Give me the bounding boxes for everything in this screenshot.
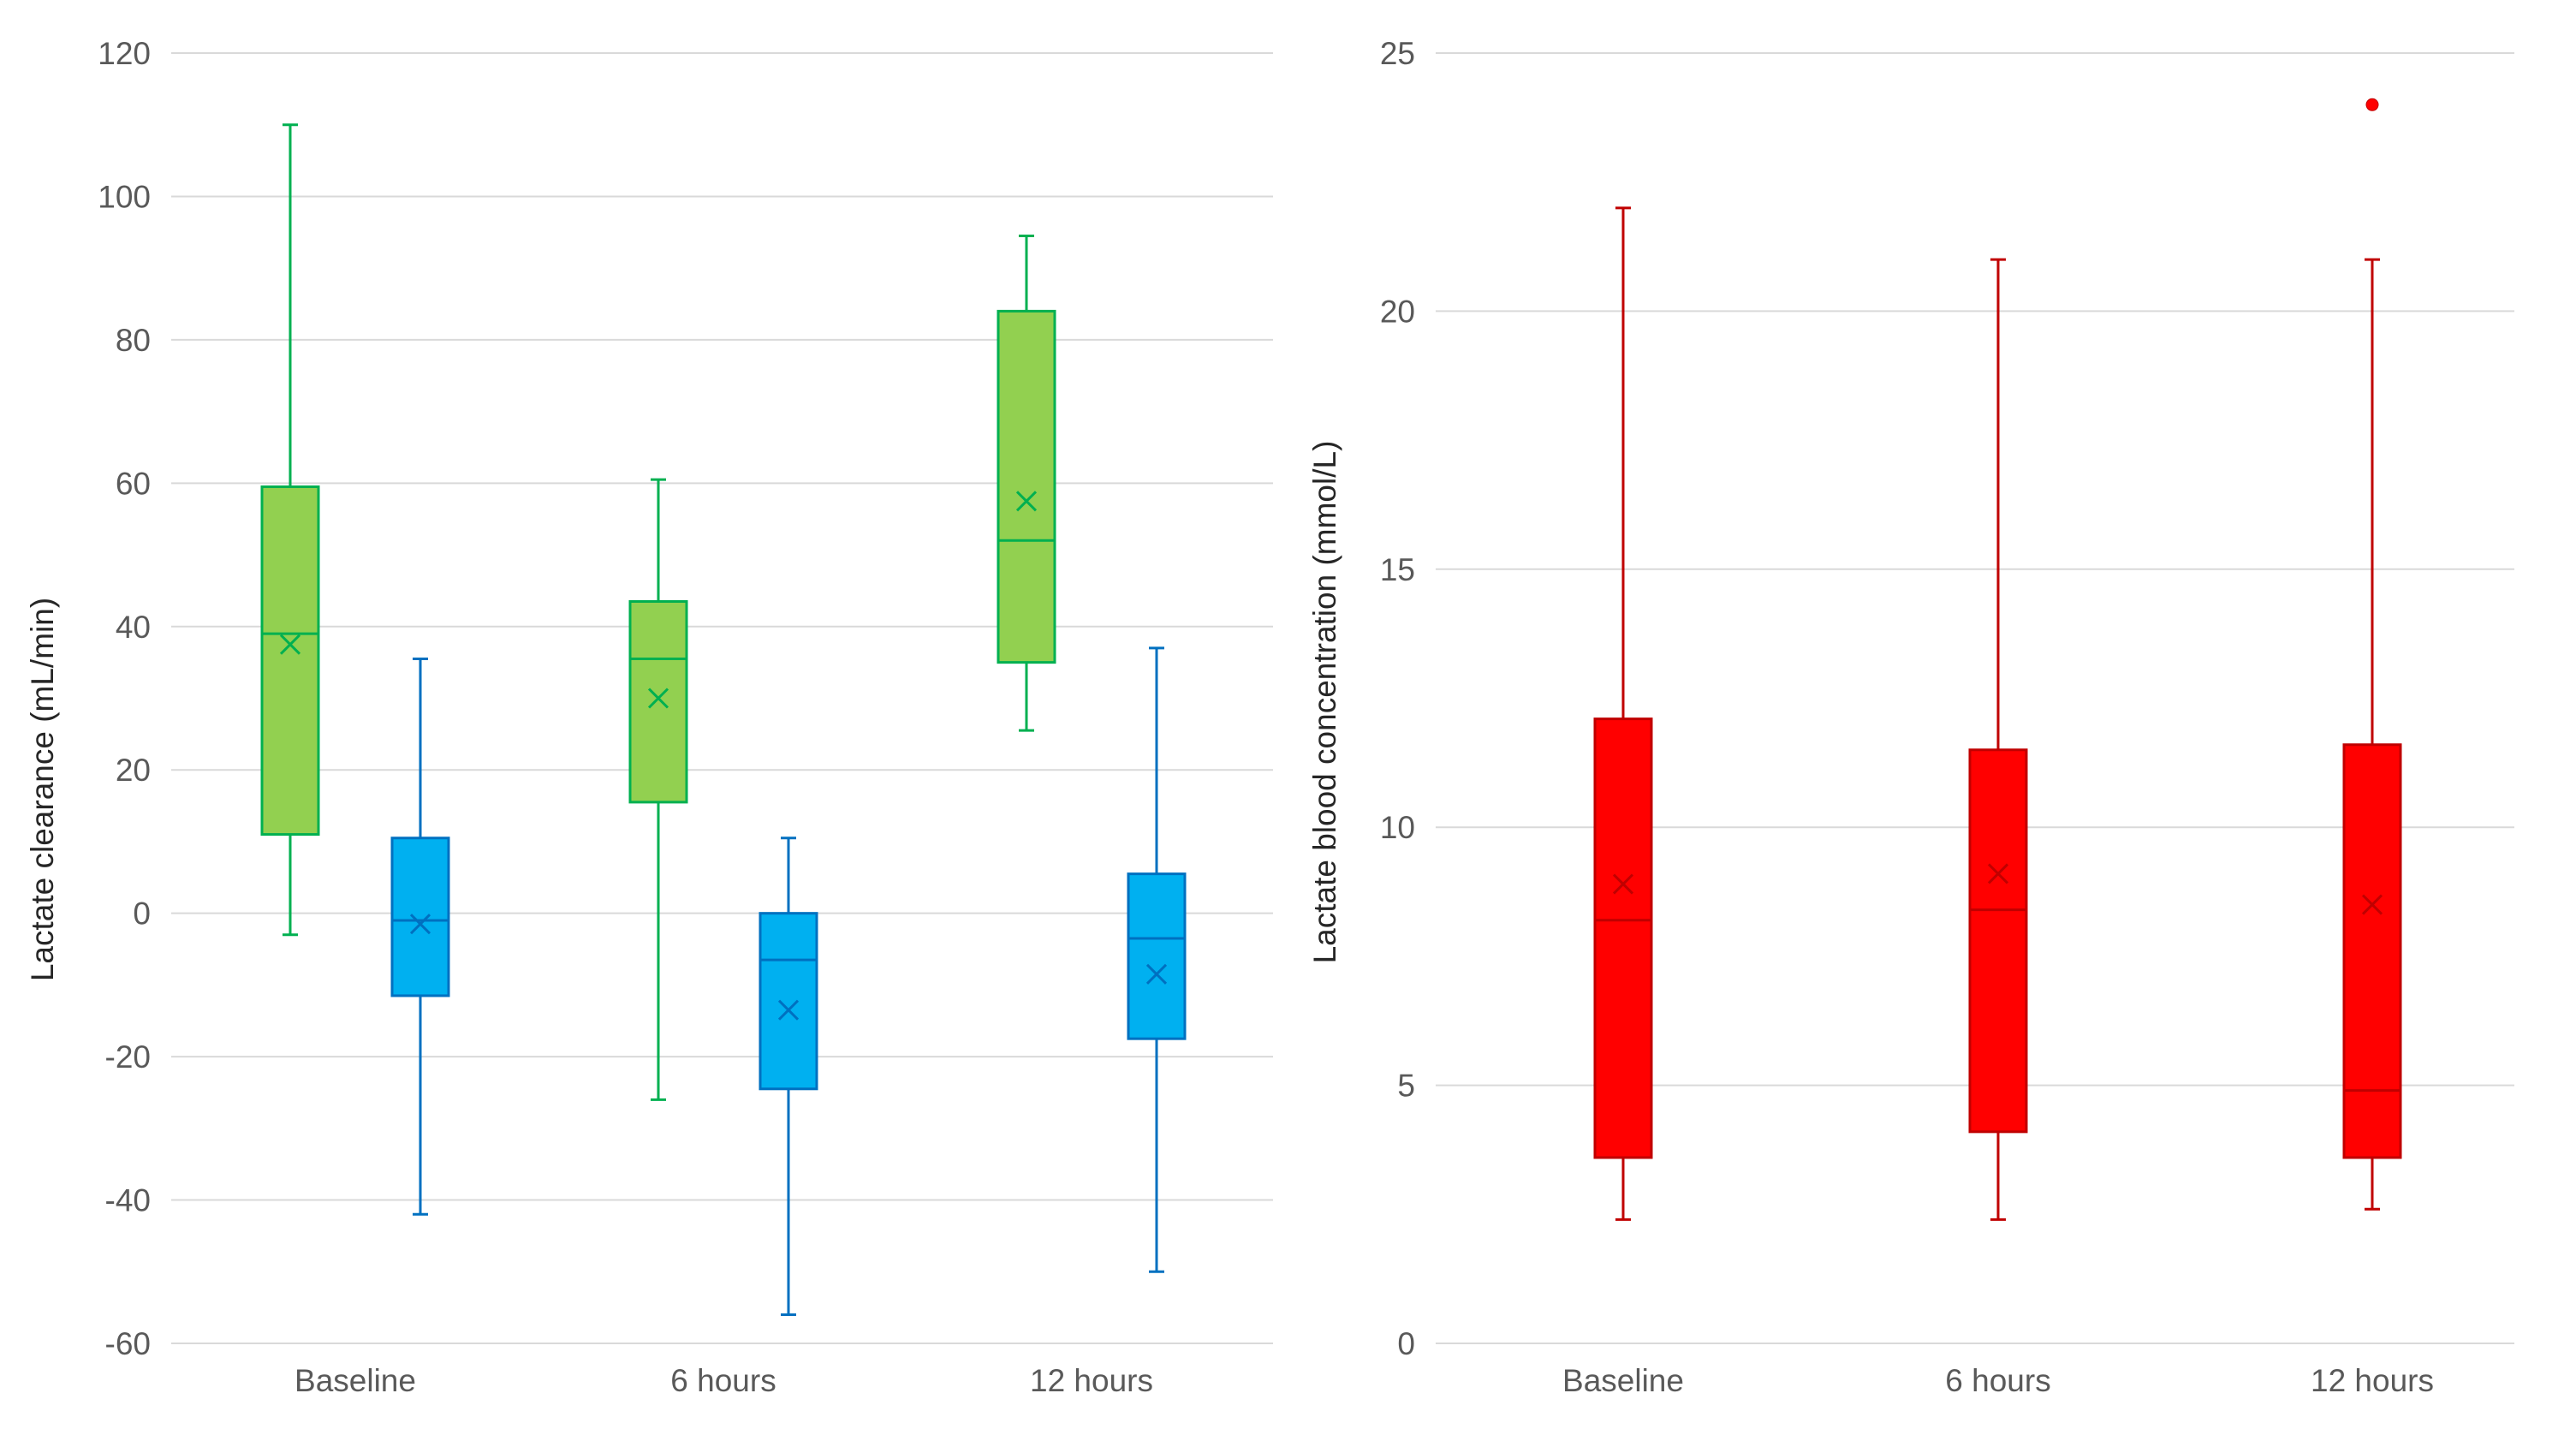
box-red-1 [1968,258,2028,1221]
mean-marker [279,634,301,655]
mean-marker [1015,491,1038,512]
y-axis-title: Lactate clearance (mL/min) [25,598,60,981]
box-body [260,485,320,837]
y-tick-label: -60 [105,1326,151,1361]
y-tick-label: 20 [116,753,151,788]
x-tick-label: 6 hours [670,1363,776,1398]
y-axis-title: Lactate blood concentration (mmol/L) [1307,441,1342,964]
y-tick-label: 15 [1380,552,1415,587]
y-tick-label: 10 [1380,810,1415,845]
y-tick-label: 0 [1397,1326,1415,1361]
y-tick-label: -20 [105,1039,151,1075]
box-body [390,837,450,997]
box-body [1968,748,2028,1134]
box-body [1593,717,1653,1159]
y-tick-label: 20 [1380,294,1415,329]
x-tick-label: 12 hours [2311,1363,2434,1398]
x-tick-label: 6 hours [1945,1363,2050,1398]
box-body [628,599,688,804]
box-blue-0 [390,657,450,1216]
box-red-0 [1593,206,1653,1221]
y-tick-label: 40 [116,610,151,645]
box-green-0 [260,123,320,937]
box-green-2 [996,234,1056,732]
y-tick-label: 60 [116,466,151,501]
x-tick-label: 12 hours [1030,1363,1153,1398]
y-tick-label: 5 [1397,1069,1415,1104]
mean-marker [1145,963,1168,985]
box-blue-2 [1127,646,1187,1273]
x-tick-label: Baseline [1562,1363,1684,1398]
x-tick-label: Baseline [294,1363,416,1398]
y-tick-label: 0 [133,896,151,932]
box-body [2342,743,2402,1159]
mean-marker [1987,863,2009,884]
y-tick-label: 80 [116,323,151,358]
y-tick-label: -40 [105,1183,151,1218]
mean-marker [2361,894,2383,915]
mean-marker [777,999,800,1021]
box-body [759,912,818,1091]
box-body [996,309,1056,664]
chart-panel-right: 0 5 10 15 20 25 Lactate blood concentration (m… [1307,36,2514,1398]
box-blue-1 [759,837,818,1317]
outlier-point [2365,98,2379,111]
y-tick-label: 120 [98,36,151,71]
y-tick-label: 100 [98,179,151,214]
chart-panel-left: -60 -40 -20 0 20 40 60 80 100 120 Lactate clearanc… [25,36,1273,1398]
box-body [1127,872,1187,1040]
mean-marker [647,688,669,709]
box-green-1 [628,478,688,1101]
mean-marker [1612,873,1634,895]
mean-marker [409,914,431,935]
box-red-2 [2342,98,2402,1211]
y-tick-label: 25 [1380,36,1415,71]
